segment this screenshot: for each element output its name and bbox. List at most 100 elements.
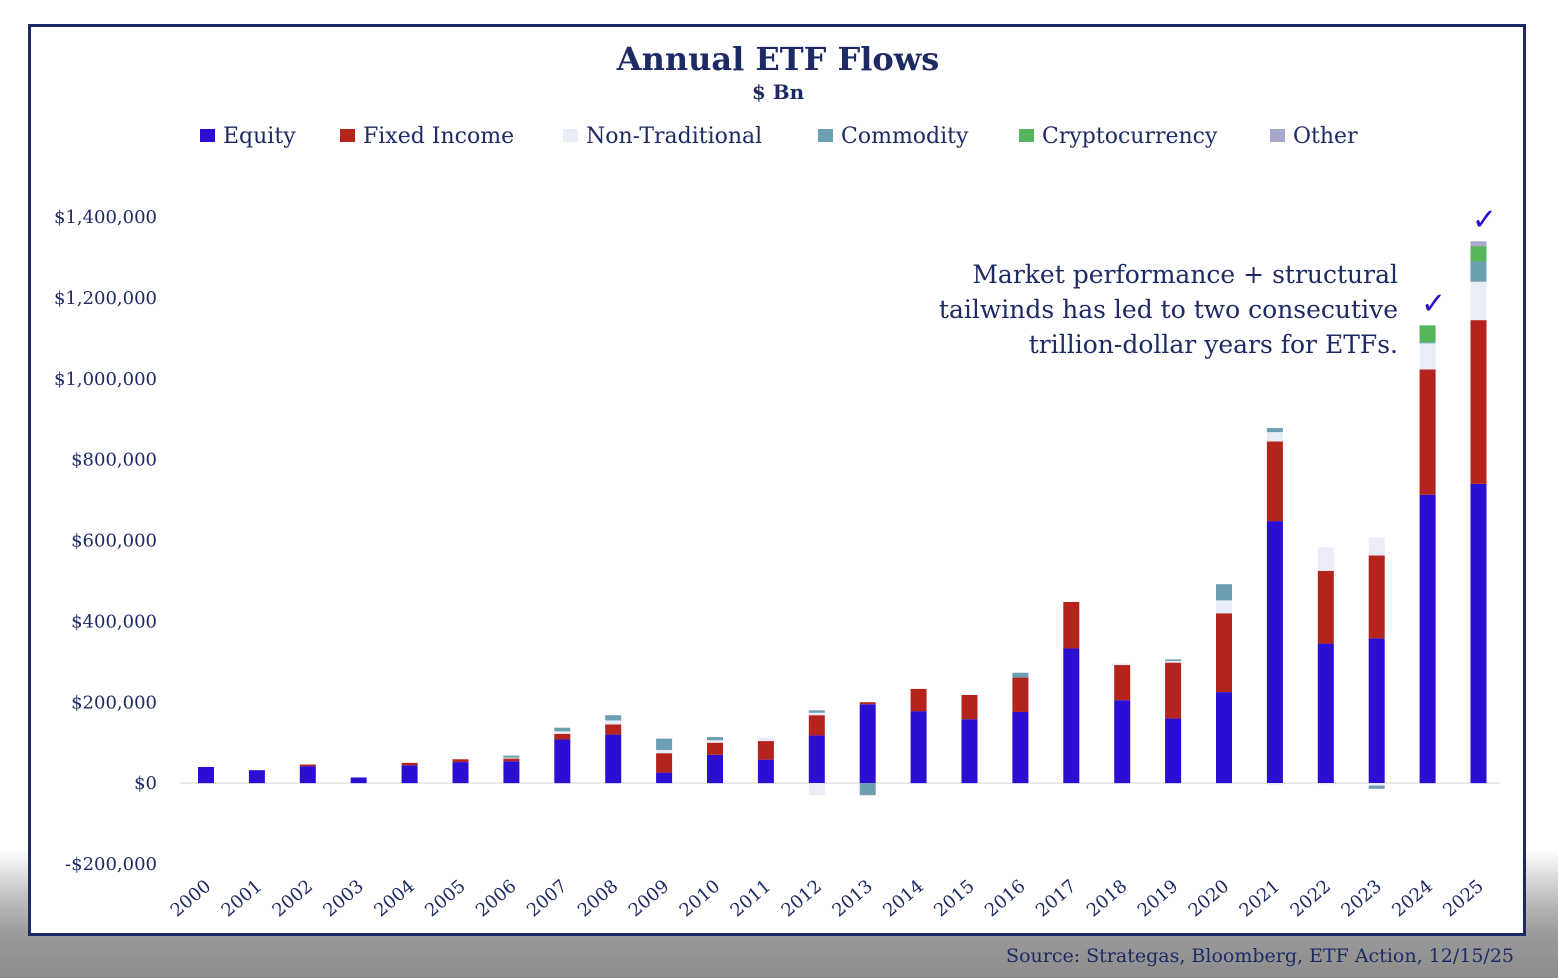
bar-fixed-income-2017	[1063, 601, 1080, 649]
x-tick-label: 2019	[1134, 876, 1183, 922]
x-tick-label: 2025	[1439, 876, 1488, 922]
x-tick-label: 2020	[1185, 876, 1234, 922]
legend-swatch-non-traditional	[563, 129, 578, 142]
x-tick-label: 2017	[1032, 876, 1081, 922]
source-note: Source: Strategas, Bloomberg, ETF Action…	[1006, 945, 1514, 967]
legend-label-fixed-income: Fixed Income	[363, 124, 514, 149]
x-tick-label: 2024	[1388, 876, 1437, 922]
bar-non-traditional-2010	[707, 740, 723, 743]
legend-label-equity: Equity	[223, 124, 296, 149]
y-tick-label: $200,000	[71, 692, 157, 713]
bar-fixed-income-2013	[859, 702, 876, 705]
x-tick-label: 2009	[625, 876, 674, 922]
bar-negative-commodity-2023	[1368, 785, 1385, 789]
bar-fixed-income-2008	[605, 724, 622, 735]
bar-fixed-income-2015	[961, 694, 978, 720]
bar-fixed-income-2014	[910, 688, 927, 712]
bar-fixed-income-2025	[1470, 320, 1487, 484]
bar-equity-2006	[503, 761, 520, 784]
x-tick-label: 2010	[676, 876, 725, 922]
chart-title: Annual ETF Flows	[616, 40, 940, 78]
bar-commodity-2025	[1470, 261, 1487, 282]
checkmark-icon: ✓	[1472, 202, 1497, 237]
bar-fixed-income-2007	[554, 733, 571, 740]
chart-legend: Equity Fixed Income Non-Traditional Commodi…	[200, 124, 1358, 149]
bar-commodity-2007	[554, 727, 571, 732]
bar-fixed-income-2010	[707, 742, 723, 755]
bar-non-traditional-2025	[1470, 281, 1487, 321]
x-tick-label: 2002	[268, 876, 317, 922]
bar-fixed-income-2021	[1266, 441, 1283, 522]
bar-equity-2012	[808, 735, 825, 784]
bar-equity-2014	[910, 711, 927, 784]
bar-non-traditional-2022	[1317, 547, 1334, 571]
y-tick-label: $0	[134, 773, 157, 794]
legend-swatch-equity	[200, 129, 215, 142]
bar-non-traditional-2006	[503, 757, 520, 759]
bar-fixed-income-2004	[401, 762, 418, 766]
bar-fixed-income-2024	[1419, 369, 1436, 495]
bar-non-traditional-2023	[1368, 537, 1385, 556]
bar-cryptocurrency-2025	[1470, 246, 1487, 262]
bar-fixed-income-2019	[1165, 662, 1182, 719]
bar-equity-2001	[248, 770, 265, 784]
bar-fixed-income-2018	[1114, 665, 1131, 701]
bar-non-traditional-2012	[808, 712, 825, 716]
legend-swatch-commodity	[818, 129, 833, 142]
x-tick-label: 2023	[1337, 876, 1386, 922]
bar-equity-2020	[1216, 692, 1232, 784]
x-tick-label: 2013	[828, 876, 877, 922]
checkmark-icon: ✓	[1421, 286, 1446, 321]
bar-non-traditional-2020	[1216, 600, 1232, 614]
bar-equity-2011	[757, 759, 774, 784]
bar-commodity-2006	[503, 755, 520, 758]
bar-equity-2022	[1317, 643, 1334, 784]
y-tick-label: $1,200,000	[54, 288, 157, 309]
bar-commodity-2016	[1012, 672, 1029, 678]
bar-equity-2018	[1114, 700, 1131, 784]
annotation-line-1: Market performance + structural	[972, 260, 1398, 289]
x-tick-label: 2006	[472, 876, 521, 922]
legend-swatch-cryptocurrency	[1019, 129, 1034, 142]
bar-equity-2010	[707, 754, 723, 784]
y-tick-label: $1,000,000	[54, 369, 157, 390]
bar-commodity-2008	[605, 715, 622, 721]
x-tick-label: 2014	[879, 876, 928, 922]
bar-equity-2003	[350, 777, 367, 784]
chart-subtitle: $ Bn	[752, 80, 805, 104]
x-tick-label: 2008	[574, 876, 623, 922]
x-tick-label: 2018	[1083, 876, 1132, 922]
bar-equity-2023	[1368, 638, 1385, 784]
bar-non-traditional-2018	[1114, 663, 1131, 666]
bar-non-traditional-2009	[656, 749, 673, 754]
bar-fixed-income-2006	[503, 758, 520, 762]
x-tick-label: 2005	[421, 876, 470, 922]
bar-non-traditional-2019	[1165, 661, 1182, 663]
annotation-line-3: trillion-dollar years for ETFs.	[1029, 330, 1398, 359]
x-tick-label: 2007	[523, 876, 572, 922]
bar-commodity-2012	[808, 710, 825, 713]
bar-fixed-income-2022	[1317, 570, 1334, 644]
bar-equity-2008	[605, 734, 622, 784]
x-tick-label: 2004	[370, 876, 419, 922]
y-tick-label: -$200,000	[65, 854, 157, 875]
bar-commodity-2013	[859, 783, 876, 796]
bar-fixed-income-2011	[757, 741, 774, 760]
bar-non-traditional-2024	[1419, 343, 1436, 370]
bar-fixed-income-2020	[1216, 613, 1232, 693]
bar-non-traditional-2007	[554, 731, 571, 734]
bar-fixed-income-2012	[808, 715, 825, 736]
bar-equity-2004	[401, 765, 418, 784]
x-tick-label: 2022	[1286, 876, 1335, 922]
legend-swatch-other	[1270, 129, 1285, 142]
bar-fixed-income-2016	[1012, 677, 1029, 712]
x-tick-label: 2003	[319, 876, 368, 922]
bar-commodity-2010	[707, 737, 723, 741]
bar-series	[198, 241, 1487, 796]
x-tick-label: 2016	[981, 876, 1030, 922]
x-tick-label: 2021	[1236, 876, 1285, 922]
y-axis: -$200,000 $0 $200,000 $400,000 $600,000 $800,…	[54, 207, 157, 875]
bar-equity-2021	[1266, 521, 1283, 784]
bar-fixed-income-2005	[452, 759, 469, 763]
